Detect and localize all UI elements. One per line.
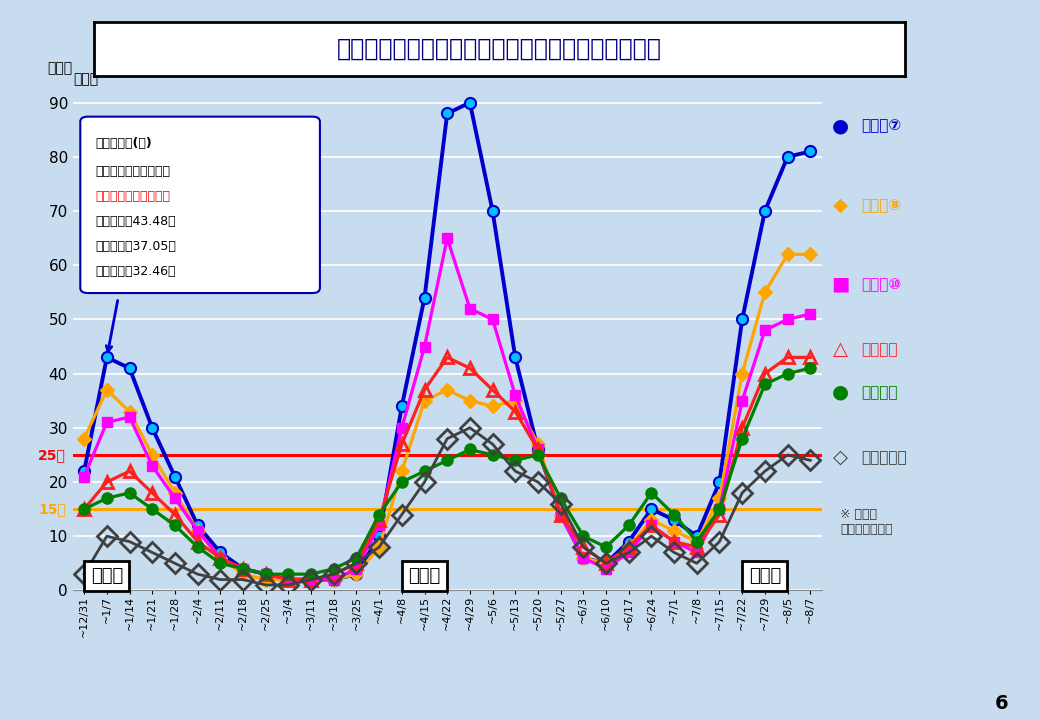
Text: 直近１週間の人口１０万人当たりの陽性者数の推移: 直近１週間の人口１０万人当たりの陽性者数の推移: [337, 37, 661, 60]
Text: △: △: [833, 340, 848, 359]
Text: １月１３日(水): １月１３日(水): [96, 137, 152, 150]
Text: 6: 6: [995, 694, 1009, 713]
Text: 第４波: 第４波: [409, 567, 441, 585]
Text: 兵庫県：32.46人: 兵庫県：32.46人: [96, 265, 176, 279]
FancyBboxPatch shape: [80, 117, 320, 293]
Text: 滋賀県⑰: 滋賀県⑰: [861, 385, 898, 400]
Text: （人）: （人）: [47, 62, 72, 76]
Text: 15人: 15人: [38, 502, 66, 516]
Text: 第５波: 第５波: [749, 567, 781, 585]
Text: ◆: ◆: [833, 196, 848, 215]
Text: 京都府⑧: 京都府⑧: [861, 198, 902, 212]
Text: 大阪府：43.48人: 大阪府：43.48人: [96, 215, 176, 228]
Text: ●: ●: [832, 117, 849, 135]
Text: ◇: ◇: [833, 448, 848, 467]
Text: ■: ■: [831, 275, 850, 294]
Text: 和歌山県㉖: 和歌山県㉖: [861, 450, 907, 464]
Text: 奈良県⑮: 奈良県⑮: [861, 342, 898, 356]
Text: ●: ●: [832, 383, 849, 402]
Text: 京都府：37.05人: 京都府：37.05人: [96, 240, 176, 253]
Text: 大阪・兵庫・京都への: 大阪・兵庫・京都への: [96, 164, 171, 178]
Text: 25人: 25人: [38, 448, 66, 462]
Text: 兵庫県⑩: 兵庫県⑩: [861, 277, 902, 292]
Text: 緊急事態宣言の発出時: 緊急事態宣言の発出時: [96, 189, 171, 203]
Text: 大阪府⑦: 大阪府⑦: [861, 119, 902, 133]
Text: 第３波: 第３波: [90, 567, 123, 585]
Text: ※ 丸数字
　：全国の順位: ※ 丸数字 ：全国の順位: [840, 508, 892, 536]
Text: （人）: （人）: [73, 73, 98, 86]
